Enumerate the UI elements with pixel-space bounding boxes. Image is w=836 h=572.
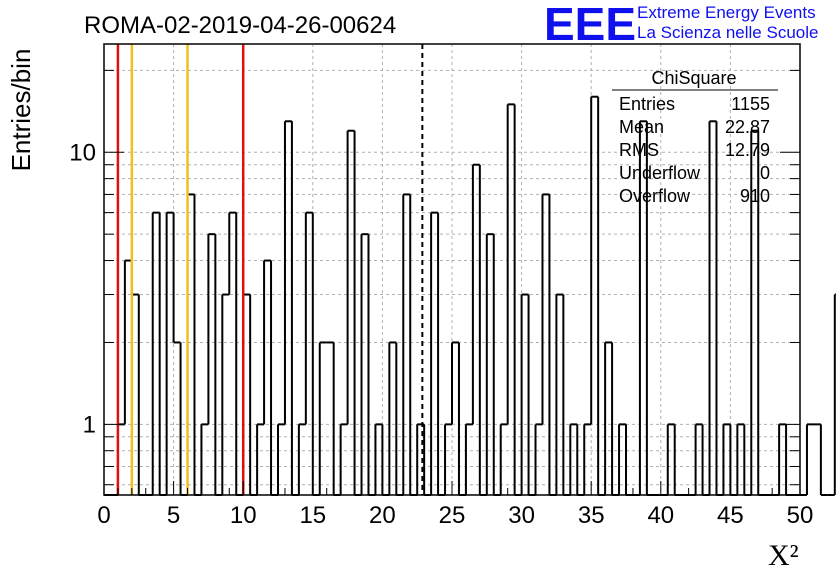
- stats-title: ChiSquare: [651, 68, 736, 88]
- x-axis-label: X²: [768, 539, 799, 572]
- logo-subtitle-1: Extreme Energy Events: [637, 3, 816, 22]
- stats-label: Mean: [619, 117, 664, 137]
- x-tick-label: 30: [508, 502, 535, 529]
- stats-label: RMS: [619, 140, 659, 160]
- stats-value: 12.79: [725, 140, 770, 160]
- stats-box: ChiSquare Entries 1155 Mean 22.87 RMS 12.79 Un…: [612, 68, 778, 206]
- axis-ticks: [103, 69, 801, 495]
- x-tick-label: 50: [787, 502, 814, 529]
- y-tick-label: 1: [83, 411, 96, 438]
- y-tick-label: 10: [69, 139, 96, 166]
- stats-value: 910: [740, 186, 770, 206]
- x-tick-label: 10: [230, 502, 257, 529]
- x-tick-label: 40: [647, 502, 674, 529]
- stats-value: 22.87: [725, 117, 770, 137]
- chart-title: ROMA-02-2019-04-26-00624: [84, 12, 396, 39]
- y-tick-labels: 1 10: [69, 139, 96, 438]
- x-tick-label: 45: [717, 502, 744, 529]
- x-tick-label: 35: [578, 502, 605, 529]
- stats-value: 0: [760, 163, 770, 183]
- stats-label: Overflow: [619, 186, 691, 206]
- x-tick-label: 25: [439, 502, 466, 529]
- stats-label: Underflow: [619, 163, 701, 183]
- x-tick-label: 15: [299, 502, 326, 529]
- x-tick-labels: 0 5 10 15 20 25 30 35 40 45 50: [97, 502, 813, 529]
- stats-rows: Entries 1155 Mean 22.87 RMS 12.79 Underflow 0 Ov…: [619, 94, 770, 206]
- x-tick-label: 20: [369, 502, 396, 529]
- x-tick-label: 5: [167, 502, 180, 529]
- marker-lines: [116, 44, 424, 495]
- y-axis-label: Entries/bin: [6, 49, 36, 172]
- eee-logo-mark: EEE: [544, 0, 636, 50]
- eee-logo: EEE Extreme Energy Events La Scienza nel…: [544, 0, 818, 50]
- logo-subtitle-2: La Scienza nelle Scuole: [637, 23, 818, 42]
- stats-label: Entries: [619, 94, 675, 114]
- x-tick-label: 0: [97, 502, 110, 529]
- stats-value: 1155: [731, 94, 770, 114]
